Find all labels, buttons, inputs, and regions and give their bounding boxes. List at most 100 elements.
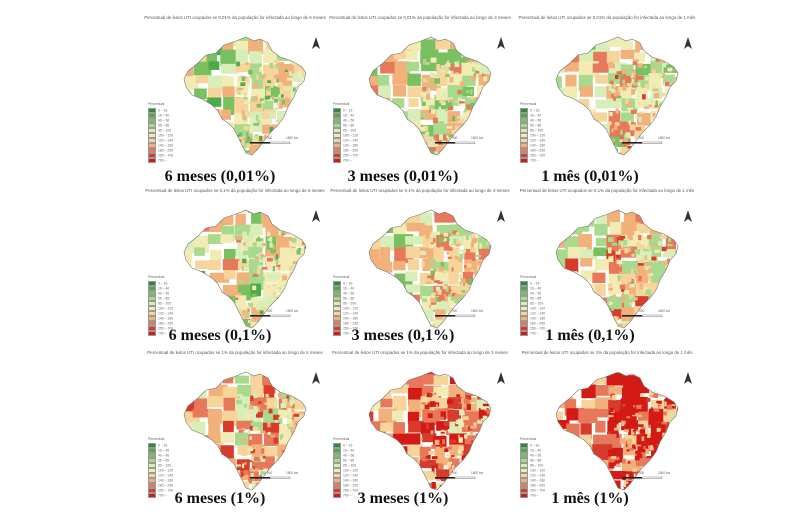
- municipality-region: [380, 112, 399, 128]
- municipality-region: [637, 446, 644, 453]
- municipality-region: [652, 403, 658, 409]
- municipality-region: [292, 456, 306, 465]
- legend-item: 40 – 56: [148, 453, 169, 458]
- municipality-region: [580, 258, 593, 267]
- municipality-region: [259, 310, 264, 315]
- municipality-region: [476, 210, 491, 217]
- municipality-region: [267, 285, 271, 288]
- map-panel: Percentual de leitos UTI ocupados se 0,1…: [325, 188, 515, 353]
- municipality-region: [490, 75, 491, 85]
- municipality-region: [304, 134, 306, 149]
- municipality-region: [259, 254, 264, 257]
- municipality-region: [261, 237, 264, 242]
- legend-swatch: [520, 153, 528, 158]
- municipality-region: [564, 372, 582, 388]
- municipality-region: [304, 392, 306, 396]
- legend-item: 140 – 180: [148, 316, 173, 321]
- legend-label: 700 –: [343, 158, 352, 163]
- municipality-region: [269, 62, 274, 69]
- municipality-region: [391, 98, 405, 108]
- municipality-region: [377, 74, 390, 90]
- municipality-region: [447, 461, 453, 465]
- municipality-region: [470, 287, 473, 291]
- municipality-region: [654, 249, 661, 253]
- municipality-region: [420, 96, 424, 103]
- municipality-region: [300, 285, 306, 289]
- municipality-region: [485, 481, 490, 486]
- municipality-region: [592, 146, 610, 155]
- municipality-region: [405, 40, 424, 52]
- municipality-region: [490, 260, 491, 271]
- municipality-region: [301, 62, 304, 66]
- map-panel: Percentual de leitos UTI ocupados se 0,0…: [512, 15, 702, 180]
- municipality-region: [304, 109, 306, 116]
- municipality-region: [674, 423, 678, 426]
- municipality-region: [419, 446, 431, 464]
- municipality-region: [578, 362, 590, 370]
- municipality-region: [208, 61, 220, 70]
- municipality-region: [249, 51, 262, 67]
- municipality-region: [472, 258, 476, 262]
- municipality-region: [444, 448, 448, 453]
- municipality-region: [678, 96, 681, 98]
- municipality-region: [236, 464, 242, 467]
- municipality-region: [651, 395, 655, 398]
- municipality-region: [638, 96, 642, 100]
- legend-label: 56 – 85: [158, 458, 170, 463]
- legend-label: 56 – 85: [530, 458, 542, 463]
- municipality-region: [268, 111, 272, 116]
- municipality-region: [631, 253, 635, 257]
- municipality-region: [433, 375, 449, 385]
- municipality-region: [462, 250, 466, 255]
- municipality-region: [296, 271, 300, 275]
- map-title: Percentual de leitos UTI ocupados se 1% …: [521, 350, 693, 355]
- municipality-region: [249, 436, 252, 440]
- legend-label: 700 –: [158, 331, 167, 336]
- municipality-region: [222, 213, 234, 226]
- municipality-region: [621, 420, 626, 425]
- municipality-region: [466, 120, 469, 124]
- municipality-region: [297, 287, 302, 290]
- scale-bar-label: 900: [639, 309, 645, 313]
- municipality-region: [289, 422, 295, 428]
- municipality-region: [464, 248, 476, 263]
- municipality-region: [303, 144, 306, 147]
- municipality-region: [674, 283, 678, 286]
- municipality-region: [427, 275, 432, 279]
- municipality-region: [479, 114, 484, 119]
- legend-item: 40 – 56: [520, 291, 541, 296]
- municipality-region: [483, 76, 488, 81]
- municipality-region: [249, 121, 270, 132]
- municipality-region: [304, 148, 306, 152]
- brazil-choropleth-map: [555, 36, 692, 156]
- municipality-region: [369, 372, 383, 378]
- municipality-region: [242, 111, 246, 116]
- municipality-region: [282, 128, 288, 132]
- municipality-region: [446, 126, 453, 129]
- municipality-region: [421, 402, 426, 405]
- municipality-region: [612, 408, 615, 412]
- municipality-region: [420, 437, 423, 441]
- municipality-region: [652, 88, 659, 92]
- legend-label: 40 – 56: [530, 453, 542, 458]
- municipality-region: [626, 474, 629, 480]
- municipality-region: [307, 410, 318, 427]
- municipality-region: [265, 89, 271, 96]
- municipality-region: [285, 304, 289, 307]
- municipality-region: [206, 284, 219, 297]
- municipality-region: [195, 296, 207, 314]
- municipality-region: [556, 435, 571, 451]
- municipality-region: [668, 264, 672, 271]
- municipality-region: [380, 398, 393, 408]
- municipality-region: [207, 408, 222, 425]
- legend-swatch: [520, 483, 528, 488]
- municipality-region: [624, 289, 630, 295]
- legend-item: 250 – 700: [333, 153, 358, 158]
- municipality-region: [665, 421, 669, 428]
- municipality-region: [626, 438, 633, 444]
- municipality-region: [291, 320, 295, 324]
- municipality-region: [184, 86, 192, 99]
- legend-swatch: [148, 493, 156, 498]
- municipality-region: [656, 302, 660, 308]
- municipality-region: [270, 113, 276, 120]
